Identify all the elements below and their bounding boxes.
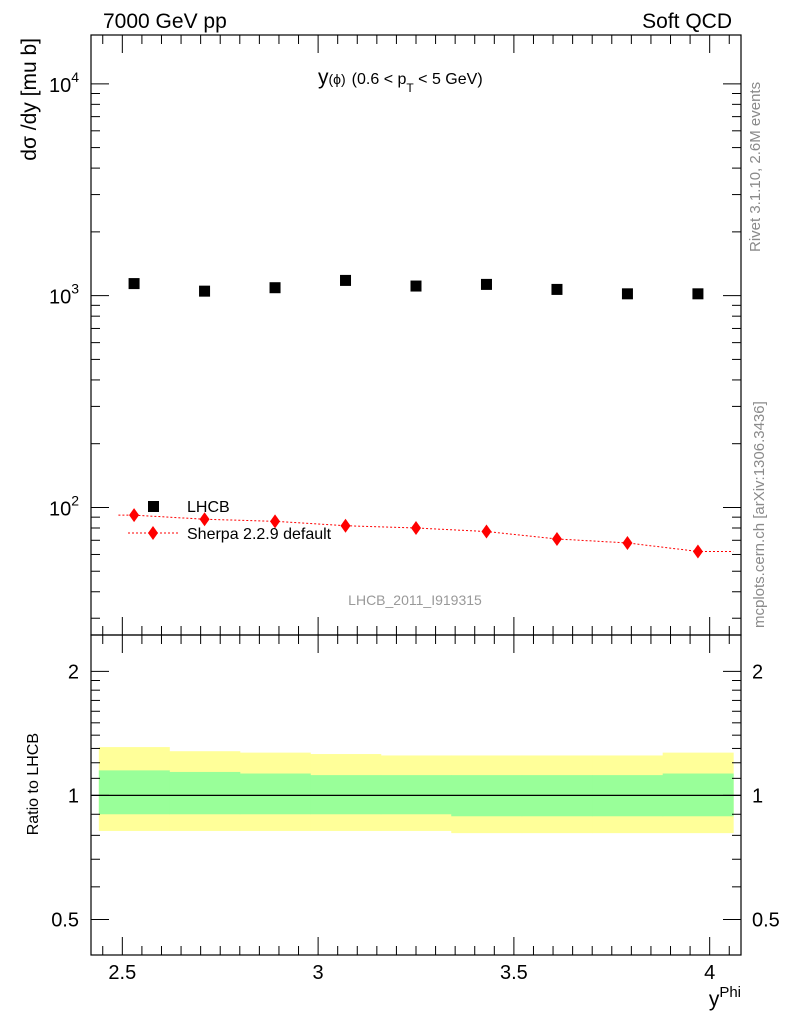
- sherpa-mc-point: [622, 535, 633, 550]
- sherpa-mc-point: [199, 512, 210, 527]
- sherpa-mc-point: [411, 520, 421, 535]
- stat-uncertainty-band: [239, 773, 311, 815]
- stat-uncertainty-band: [98, 770, 170, 815]
- sherpa-mc-point: [340, 518, 351, 533]
- sherpa-mc-point: [551, 531, 562, 546]
- sherpa-mc-point: [481, 524, 492, 539]
- x-axis-label-sup: Phi: [719, 984, 741, 1001]
- lhcb-data-point: [480, 278, 492, 290]
- ratio-y-axis-label: Ratio to LHCB: [25, 733, 42, 835]
- stat-uncertainty-band: [380, 775, 452, 815]
- plot-title-y: y: [318, 66, 329, 89]
- ratio-y-tick-label: 0.5: [51, 909, 79, 931]
- lhcb-data-point: [551, 283, 563, 295]
- legend-sherpa-label: Sherpa 2.2.9 default: [187, 526, 332, 543]
- main-y-ticks: 102 103 104: [49, 35, 741, 635]
- x-tick-label: 3: [313, 962, 324, 984]
- ratio-y-tick-label: 2: [68, 661, 79, 683]
- ratio-y-tick-label-right: 0.5: [752, 909, 780, 931]
- main-y-tick-label: 102: [49, 492, 79, 520]
- rivet-version-label: Rivet 3.1.10, 2.6M events: [747, 82, 764, 252]
- x-axis-label: yPhi: [709, 984, 741, 1011]
- sherpa-mc-point: [129, 508, 140, 523]
- stat-uncertainty-band: [169, 771, 241, 815]
- sherpa-mc-point: [692, 544, 703, 559]
- main-y-tick-label: 103: [49, 281, 79, 309]
- lhcb-data-point: [621, 288, 633, 300]
- header-left: 7000 GeV pp: [103, 10, 227, 33]
- plot-title-phi: (ϕ): [329, 71, 346, 87]
- lhcb-data-point: [128, 278, 140, 290]
- mcplots-label: mcplots.cern.ch [arXiv:1306.3436]: [751, 401, 768, 628]
- ratio-y-tick-label-right: 2: [752, 661, 763, 683]
- legend-lhcb-label: LHCB: [187, 499, 230, 516]
- plot-title-sub: T: [406, 81, 414, 95]
- x-axis-label-base: y: [709, 988, 720, 1011]
- legend-lhcb-marker: [148, 501, 159, 512]
- ratio-y-tick-label-right: 1: [752, 785, 763, 807]
- main-y-axis-label: dσ /dy [mu b]: [18, 38, 41, 161]
- header-right: Soft QCD: [642, 10, 732, 33]
- lhcb-data-point: [269, 282, 281, 294]
- plot-title: y(ϕ) (0.6 < pT < 5 GeV): [318, 66, 483, 95]
- x-tick-label: 2.5: [108, 962, 136, 984]
- lhcb-data-point: [199, 285, 211, 297]
- plot-title-range-a: (0.6 < p: [352, 71, 407, 88]
- ratio-ticks: 0.5 0.5 1 1 2 2 2.5 3 3.5 4: [51, 635, 780, 984]
- lhcb-data-point: [692, 288, 704, 300]
- lhcb-data-point: [410, 280, 422, 292]
- main-y-tick-label: 104: [49, 69, 79, 97]
- ratio-y-tick-label: 1: [68, 785, 79, 807]
- x-tick-label: 4: [704, 962, 715, 984]
- stat-uncertainty-band: [310, 775, 382, 815]
- plot-title-range-b: < 5 GeV): [414, 71, 483, 88]
- analysis-watermark: LHCB_2011_I919315: [348, 592, 482, 608]
- x-tick-label: 3.5: [500, 962, 528, 984]
- ratio-bands: [91, 747, 741, 834]
- lhcb-data-point: [340, 274, 352, 286]
- main-plot-frame: [90, 34, 742, 636]
- legend: LHCB Sherpa 2.2.9 default: [128, 499, 332, 543]
- legend-sherpa-marker: [148, 526, 158, 540]
- sherpa-mc-point: [270, 514, 281, 529]
- data-markers: [128, 274, 704, 559]
